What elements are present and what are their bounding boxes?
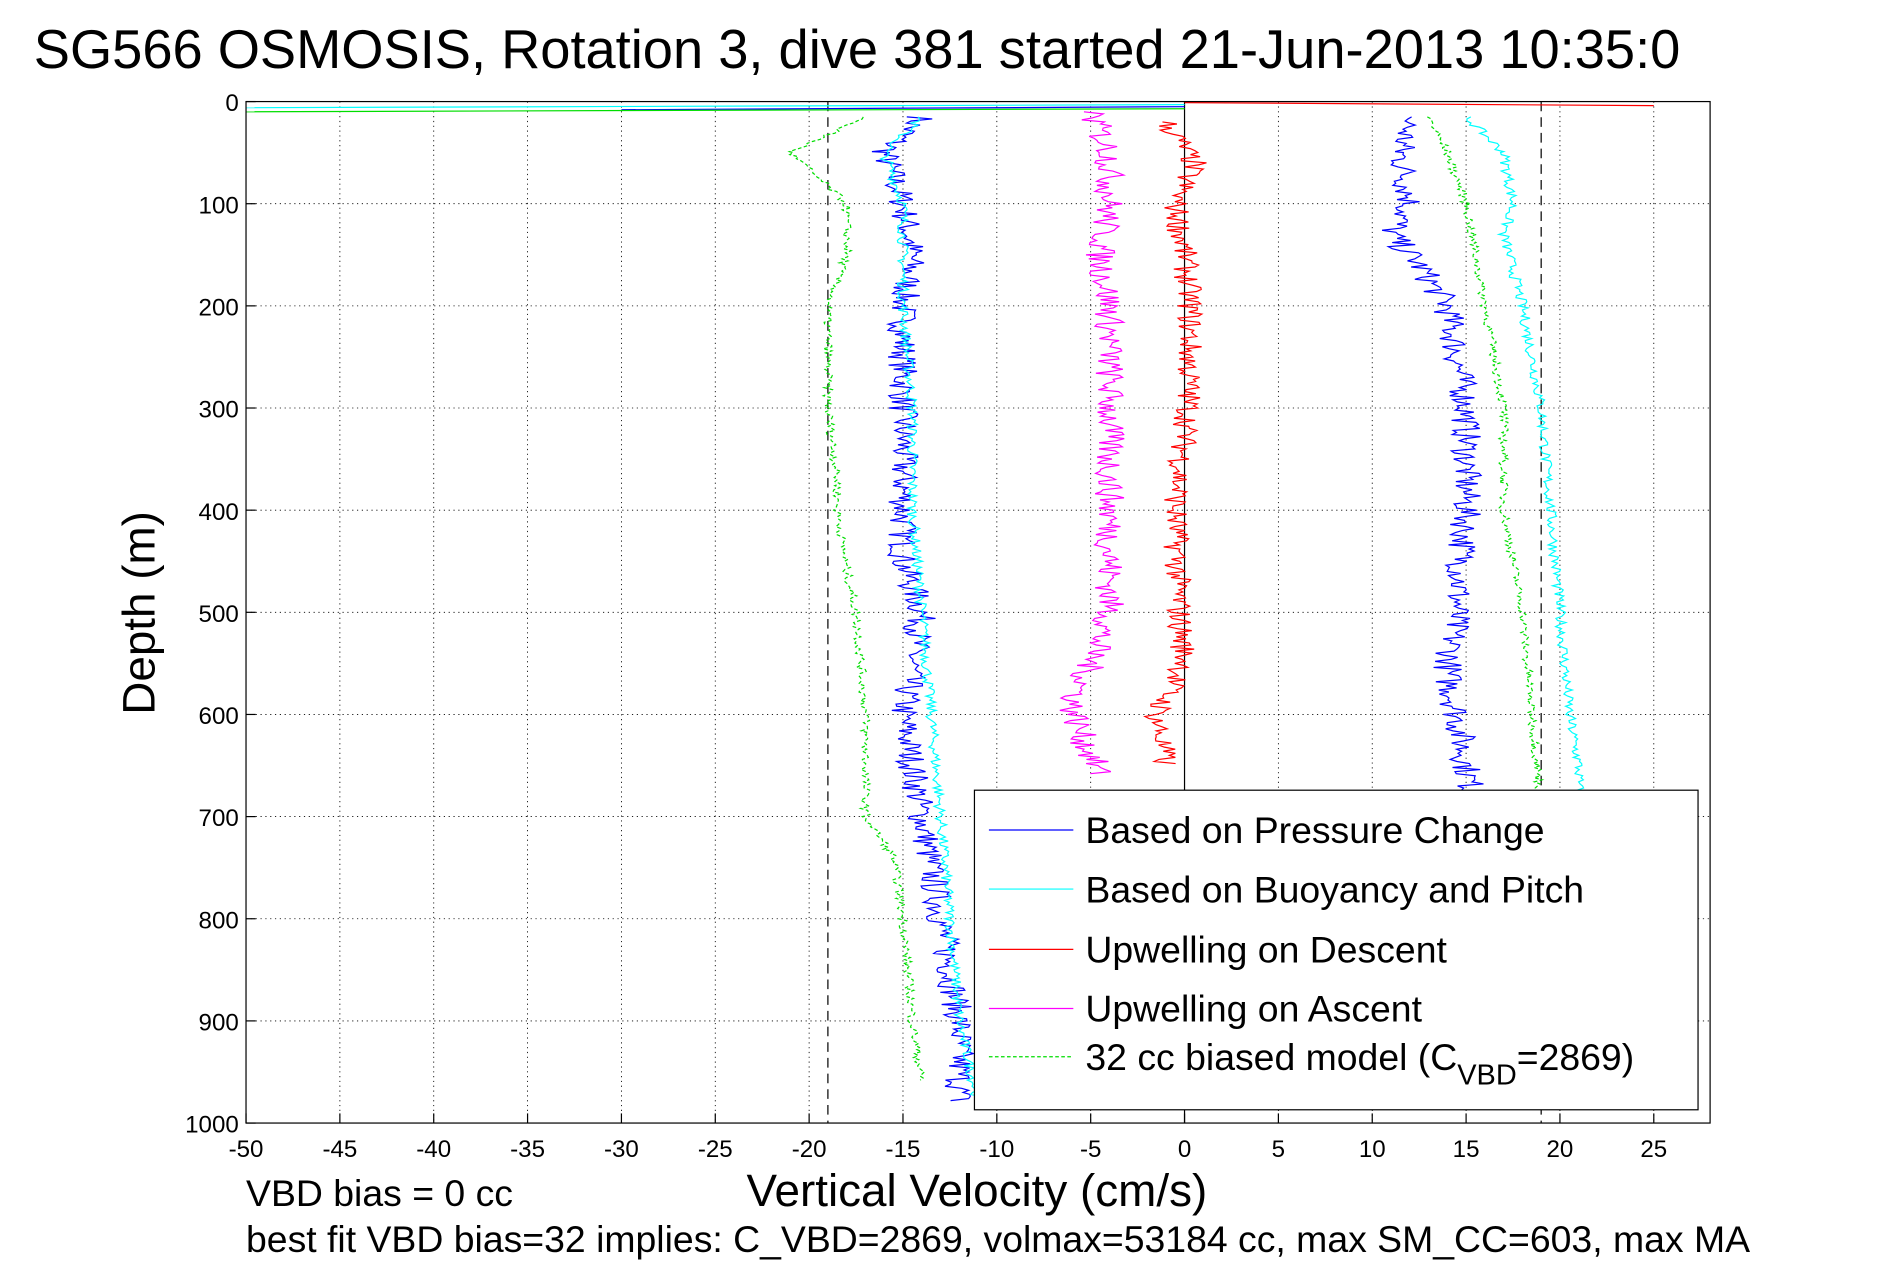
y-tick-label: 200 <box>199 295 239 322</box>
y-tick-label: 900 <box>199 1010 239 1037</box>
legend-label: 32 cc biased model (CVBD=2869) <box>1085 1036 1634 1091</box>
y-tick-label: 700 <box>199 805 239 832</box>
y-tick-label: 400 <box>199 499 239 526</box>
x-tick-label: 15 <box>1453 1136 1480 1163</box>
y-tick-labels: 0 100 200 300 400 500 600 700 800 900 1000 <box>185 90 239 1138</box>
legend: Based on Pressure Change Based on Buoyanc… <box>973 789 1699 1111</box>
x-tick-label: 10 <box>1359 1136 1386 1163</box>
x-tick-label: 0 <box>1178 1136 1191 1163</box>
legend-label: Based on Buoyancy and Pitch <box>1085 868 1584 910</box>
legend-subscript: VBD <box>1457 1059 1517 1091</box>
series-line-3 <box>1059 111 1127 775</box>
y-tick-label: 0 <box>225 90 238 117</box>
legend-label-text: Upwelling on Ascent <box>1085 988 1422 1030</box>
series-line-1 <box>879 116 983 1101</box>
y-axis-label: Depth (m) <box>113 511 164 715</box>
legend-label-tail: =2869) <box>1517 1036 1634 1078</box>
x-tick-label: -15 <box>886 1136 921 1163</box>
x-tick-label: -50 <box>229 1136 264 1163</box>
x-tick-label: -10 <box>979 1136 1014 1163</box>
series-group <box>246 101 1654 1102</box>
x-tick-label: 5 <box>1272 1136 1285 1163</box>
x-tick-label: -5 <box>1080 1136 1101 1163</box>
series-line-2 <box>1143 121 1207 765</box>
x-tick-label: -45 <box>322 1136 357 1163</box>
surface-spike <box>621 106 1185 111</box>
surface-spike <box>246 104 1185 109</box>
legend-box <box>973 789 1699 1111</box>
legend-label-text: Upwelling on Descent <box>1085 929 1447 971</box>
series-line-4 <box>1427 116 1546 805</box>
x-tick-label: -25 <box>698 1136 733 1163</box>
x-tick-label: -35 <box>510 1136 545 1163</box>
x-tick-label: -20 <box>792 1136 827 1163</box>
y-tick-label: 100 <box>199 192 239 219</box>
y-tick-label: 800 <box>199 907 239 934</box>
legend-label: Upwelling on Descent <box>1085 929 1447 971</box>
x-axis-label: Vertical Velocity (cm/s) <box>746 1165 1207 1216</box>
y-tick-label: 300 <box>199 397 239 424</box>
y-tick-label: 600 <box>199 703 239 730</box>
legend-label-text: 32 cc biased model (C <box>1085 1036 1457 1078</box>
best-fit-note: best fit VBD bias=32 implies: C_VBD=2869… <box>246 1218 1750 1260</box>
y-tick-label: 500 <box>199 601 239 628</box>
legend-label: Based on Pressure Change <box>1085 809 1544 851</box>
series-line-0 <box>871 116 976 1102</box>
vbd-bias-note: VBD bias = 0 cc <box>246 1172 513 1214</box>
surface-spike <box>246 108 1185 113</box>
x-tick-label: 25 <box>1640 1136 1667 1163</box>
x-tick-label: -40 <box>416 1136 451 1163</box>
series-line-4 <box>787 116 926 1081</box>
legend-label: Upwelling on Ascent <box>1085 988 1422 1030</box>
series-line-1 <box>1466 116 1585 805</box>
y-tick-label: 1000 <box>185 1112 239 1139</box>
chart-title: SG566 OSMOSIS, Rotation 3, dive 381 star… <box>34 20 1681 80</box>
x-tick-labels: -50 -45 -40 -35 -30 -25 -20 -15 -10 -5 0 5 10 15 20 25 <box>229 1136 1668 1163</box>
legend-label-text: Based on Pressure Change <box>1085 809 1544 851</box>
plot-frame <box>245 100 1711 1124</box>
surface-spike <box>1184 101 1654 107</box>
x-tick-label: 20 <box>1547 1136 1574 1163</box>
x-tick-label: -30 <box>604 1136 639 1163</box>
legend-label-text: Based on Buoyancy and Pitch <box>1085 868 1584 910</box>
series-line-0 <box>1381 116 1490 805</box>
